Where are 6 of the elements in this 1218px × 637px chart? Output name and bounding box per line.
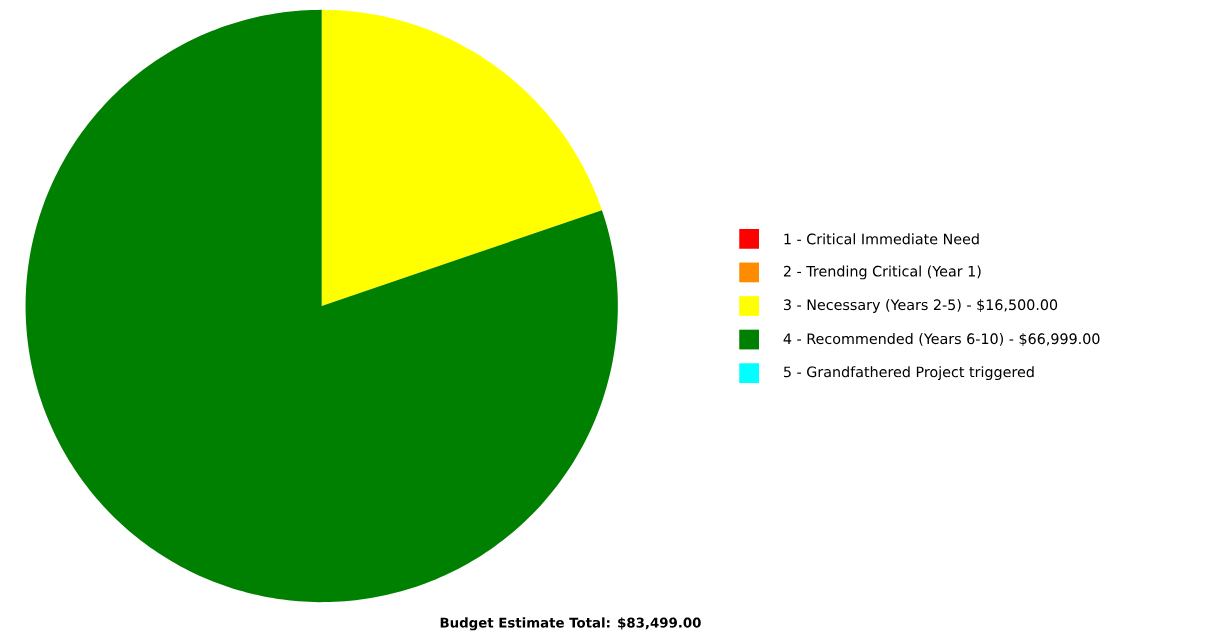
legend-label: 2 - Trending Critical (Year 1) (783, 265, 981, 280)
legend-label: 3 - Necessary (Years 2-5) - $16,500.00 (783, 299, 1058, 314)
legend-label: 4 - Recommended (Years 6-10) - $66,999.00 (783, 333, 1100, 347)
legend-label: 5 - Grandfathered Project triggered (783, 366, 1034, 381)
legend-label: 1 - Critical Immediate Need (784, 233, 979, 245)
text: Budget Estimate Total: $83,499.00 (440, 617, 701, 631)
